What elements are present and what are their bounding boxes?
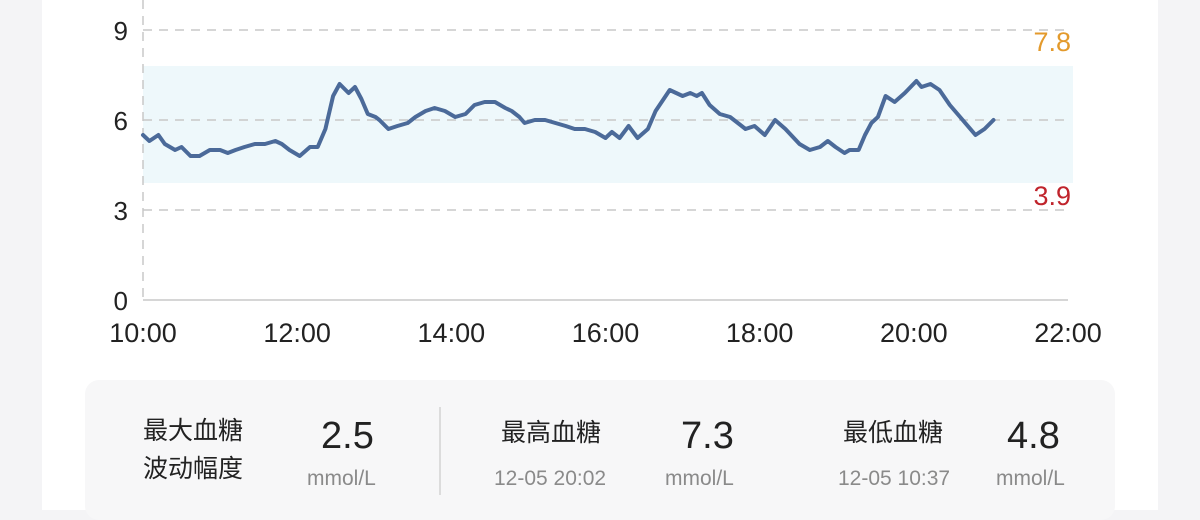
fluctuation-unit: mmol/L [307, 467, 376, 491]
highest-value: 7.3 [681, 415, 734, 458]
target-range-band [143, 66, 1073, 183]
y-tick-label: 9 [114, 16, 128, 46]
x-tick-label: 14:00 [418, 318, 486, 348]
x-tick-label: 12:00 [263, 318, 331, 348]
y-tick-label: 6 [114, 106, 128, 136]
x-tick-label: 22:00 [1034, 318, 1102, 348]
lowest-label: 最低血糖 [843, 416, 943, 450]
x-tick-label: 18:00 [726, 318, 794, 348]
lowest-unit: mmol/L [996, 467, 1065, 491]
fluctuation-label-2: 波动幅度 [143, 452, 243, 486]
target-low-label: 3.9 [1033, 181, 1071, 211]
fluctuation-value: 2.5 [321, 415, 374, 458]
x-tick-label: 20:00 [880, 318, 948, 348]
highest-unit: mmol/L [665, 467, 734, 491]
target-high-label: 7.8 [1033, 27, 1071, 57]
fluctuation-label-1: 最大血糖 [143, 414, 243, 448]
x-tick-label: 16:00 [572, 318, 640, 348]
divider [439, 407, 441, 495]
highest-time: 12-05 20:02 [494, 467, 606, 491]
highest-label: 最高血糖 [501, 416, 601, 450]
lowest-value: 4.8 [1007, 415, 1060, 458]
x-tick-label: 10:00 [109, 318, 177, 348]
stats-panel: 最大血糖 波动幅度 2.5 mmol/L 最高血糖 12-05 20:02 7.… [85, 380, 1115, 520]
y-tick-label: 0 [114, 286, 128, 316]
glucose-chart: 0 3 6 9 10:00 12:00 14:00 16:00 18:00 20:00 22:00 7… [0, 0, 1200, 370]
lowest-time: 12-05 10:37 [838, 467, 950, 491]
y-tick-label: 3 [114, 196, 128, 226]
